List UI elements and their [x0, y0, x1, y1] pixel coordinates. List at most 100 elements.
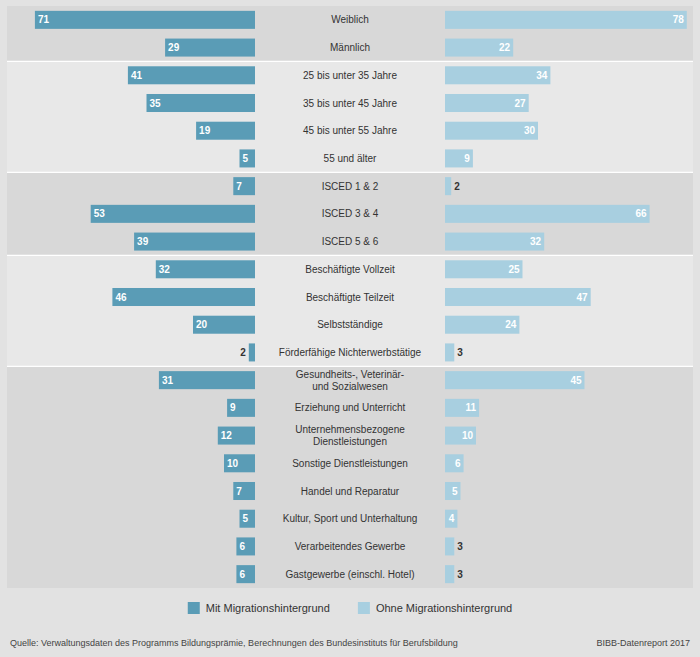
data-label: 9	[464, 153, 470, 164]
legend-swatch	[188, 602, 200, 614]
data-label: 7	[236, 181, 242, 192]
bar	[159, 371, 255, 389]
bar	[196, 122, 255, 140]
legend: Mit Migrationshintergrund Ohne Migrations…	[188, 602, 512, 614]
bar	[35, 11, 255, 29]
legend-label: Ohne Migrationshintergrund	[376, 602, 512, 614]
bar	[445, 233, 544, 251]
category-label: Handel und Reparatur	[301, 486, 400, 497]
section-divider	[7, 172, 693, 173]
category-label: Gastgewerbe (einschl. Hotel)	[286, 569, 415, 580]
bar	[445, 11, 687, 29]
source-note: BIBB-Datenreport 2017	[596, 638, 690, 648]
bar	[112, 288, 255, 306]
data-label: 53	[94, 208, 106, 219]
section-band	[7, 172, 693, 255]
data-label: 2	[240, 347, 246, 358]
bar	[91, 205, 255, 223]
category-line: und Sozialwesen	[312, 381, 388, 392]
category-label: ISCED 3 & 4	[322, 208, 379, 219]
category-line: ISCED 3 & 4	[322, 208, 379, 219]
legend-swatch	[358, 602, 370, 614]
section-divider	[7, 61, 693, 62]
data-label: 11	[466, 402, 477, 413]
category-label: Selbstständige	[317, 319, 383, 330]
data-label: 27	[515, 98, 527, 109]
source-note: Quelle: Verwaltungsdaten des Programms B…	[10, 638, 458, 648]
bar	[445, 260, 523, 278]
data-label: 34	[536, 70, 548, 81]
data-label: 10	[227, 458, 239, 469]
bar	[445, 66, 550, 84]
bar	[445, 177, 451, 195]
bar	[445, 316, 519, 334]
category-line: Sonstige Dienstleistungen	[292, 458, 408, 469]
bar	[134, 233, 255, 251]
category-label: Männlich	[330, 42, 370, 53]
section-divider	[7, 366, 693, 367]
bar	[218, 427, 255, 445]
bar	[147, 94, 256, 112]
category-label: Beschäftigte Teilzeit	[306, 292, 394, 303]
data-label: 5	[243, 513, 249, 524]
category-line: Gesundheits-, Veterinär-	[296, 369, 404, 380]
category-line: Selbstständige	[317, 319, 383, 330]
data-label: 9	[230, 402, 236, 413]
labels: 7178Weiblich2922Männlich413425 bis unter…	[38, 14, 684, 579]
bar	[445, 94, 529, 112]
legend-label: Mit Migrationshintergrund	[206, 602, 330, 614]
category-label: ISCED 5 & 6	[322, 236, 379, 247]
bar	[240, 510, 256, 528]
data-label: 66	[635, 208, 647, 219]
bar	[240, 149, 256, 167]
category-line: 45 bis unter 55 Jahre	[303, 125, 397, 136]
category-label: ISCED 1 & 2	[322, 181, 379, 192]
bar	[156, 260, 255, 278]
data-label: 3	[457, 569, 463, 580]
category-line: Unternehmensbezogene	[295, 424, 405, 435]
data-label: 32	[159, 264, 171, 275]
category-label: 35 bis unter 45 Jahre	[303, 98, 397, 109]
data-label: 22	[499, 42, 511, 53]
bar	[224, 454, 255, 472]
category-line: Beschäftigte Vollzeit	[305, 264, 395, 275]
category-line: 25 bis unter 35 Jahre	[303, 70, 397, 81]
data-label: 19	[199, 125, 211, 136]
category-line: Dienstleistungen	[313, 436, 387, 447]
bars-right	[445, 11, 687, 583]
bar	[165, 39, 255, 57]
category-line: Verarbeitendes Gewerbe	[295, 541, 406, 552]
category-label: Erziehung und Unterricht	[295, 402, 406, 413]
data-label: 2	[454, 181, 460, 192]
data-label: 45	[570, 375, 582, 386]
category-line: Handel und Reparatur	[301, 486, 400, 497]
category-label: Förderfähige Nichterwerbstätige	[279, 347, 422, 358]
category-label: Kultur, Sport und Unterhaltung	[283, 513, 418, 524]
bar	[236, 537, 255, 555]
bar	[233, 177, 255, 195]
background	[0, 0, 700, 657]
bar	[445, 565, 454, 583]
sections	[7, 6, 693, 588]
data-label: 41	[131, 70, 143, 81]
bars-left	[35, 11, 255, 583]
data-label: 25	[508, 264, 520, 275]
data-label: 12	[221, 430, 233, 441]
data-label: 5	[452, 486, 458, 497]
category-line: Kultur, Sport und Unterhaltung	[283, 513, 418, 524]
category-label: 25 bis unter 35 Jahre	[303, 70, 397, 81]
section-band	[7, 61, 693, 172]
bar	[445, 149, 473, 167]
category-line: Förderfähige Nichterwerbstätige	[279, 347, 422, 358]
bar	[236, 565, 255, 583]
data-label: 4	[449, 513, 455, 524]
data-label: 6	[455, 458, 461, 469]
bar	[128, 66, 255, 84]
category-line: Männlich	[330, 42, 370, 53]
data-label: 29	[168, 42, 180, 53]
section-band	[7, 255, 693, 366]
category-label: Verarbeitendes Gewerbe	[295, 541, 406, 552]
section-band	[7, 366, 693, 588]
bar	[445, 122, 538, 140]
bar	[445, 537, 454, 555]
